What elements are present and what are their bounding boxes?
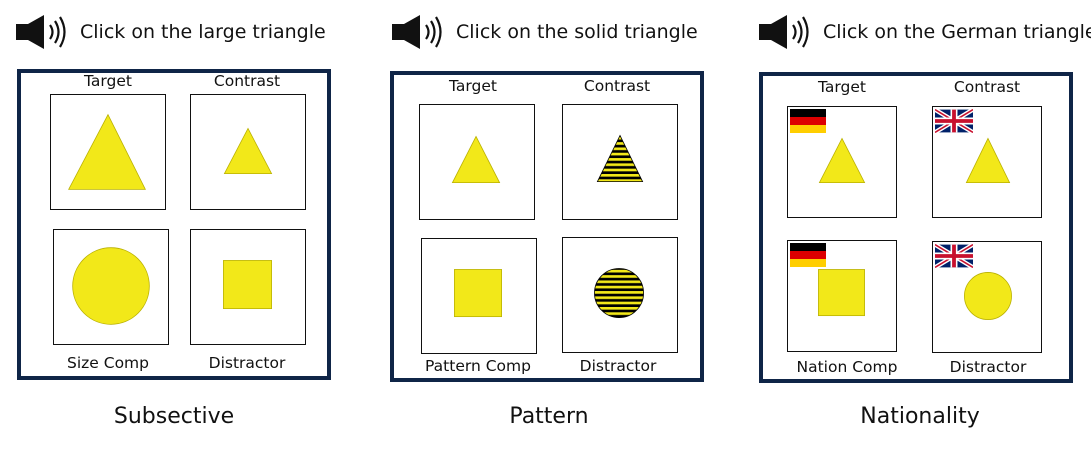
speaker-icon[interactable]	[14, 12, 72, 52]
striped-triangle-icon	[596, 134, 644, 183]
german-flag-icon	[790, 109, 826, 133]
cell-pattern-comp[interactable]	[421, 238, 537, 354]
large-triangle-icon	[68, 113, 146, 190]
caption-nationality: Nationality	[860, 404, 980, 429]
instruction-row: Click on the large triangle	[14, 12, 326, 52]
speaker-icon[interactable]	[390, 12, 448, 52]
instruction-text: Click on the large triangle	[80, 21, 326, 43]
cell-target[interactable]	[787, 106, 897, 218]
label-target: Target	[818, 78, 866, 96]
small-triangle-icon	[223, 127, 273, 175]
cell-nation-comp[interactable]	[787, 240, 897, 352]
triangle-icon	[818, 137, 866, 184]
caption-subsective: Subsective	[113, 404, 235, 429]
cell-target[interactable]	[419, 104, 535, 220]
striped-circle-icon	[594, 268, 644, 318]
cell-distractor[interactable]	[932, 241, 1042, 353]
large-circle-icon	[72, 247, 150, 325]
cell-distractor[interactable]	[562, 237, 678, 353]
label-size-comp: Size Comp	[67, 354, 149, 372]
caption-pattern: Pattern	[509, 404, 589, 429]
cell-contrast[interactable]	[562, 104, 678, 220]
speaker-icon[interactable]	[757, 12, 815, 52]
label-contrast: Contrast	[583, 77, 651, 95]
cell-distractor[interactable]	[190, 229, 306, 345]
label-distractor: Distractor	[949, 358, 1027, 376]
cell-size-comp[interactable]	[53, 229, 169, 345]
cell-contrast[interactable]	[190, 94, 306, 210]
solid-square-icon	[454, 269, 502, 318]
cell-contrast[interactable]	[932, 106, 1042, 218]
square-icon	[223, 260, 272, 310]
triangle-icon	[965, 137, 1011, 184]
label-pattern-comp: Pattern Comp	[425, 357, 531, 375]
instruction-text: Click on the German triangle	[823, 21, 1091, 43]
label-distractor: Distractor	[579, 357, 657, 375]
label-contrast: Contrast	[213, 72, 281, 90]
label-distractor: Distractor	[208, 354, 286, 372]
label-target: Target	[84, 72, 132, 90]
label-target: Target	[449, 77, 497, 95]
label-contrast: Contrast	[953, 78, 1021, 96]
square-icon	[818, 269, 865, 317]
uk-flag-icon	[935, 244, 973, 268]
instruction-row: Click on the solid triangle	[390, 12, 698, 52]
instruction-text: Click on the solid triangle	[456, 21, 698, 43]
circle-icon	[964, 272, 1012, 320]
label-nation-comp: Nation Comp	[796, 358, 898, 376]
uk-flag-icon	[935, 109, 973, 133]
solid-triangle-icon	[451, 135, 501, 184]
cell-target[interactable]	[50, 94, 166, 210]
german-flag-icon	[790, 243, 826, 267]
instruction-row: Click on the German triangle	[757, 12, 1091, 52]
